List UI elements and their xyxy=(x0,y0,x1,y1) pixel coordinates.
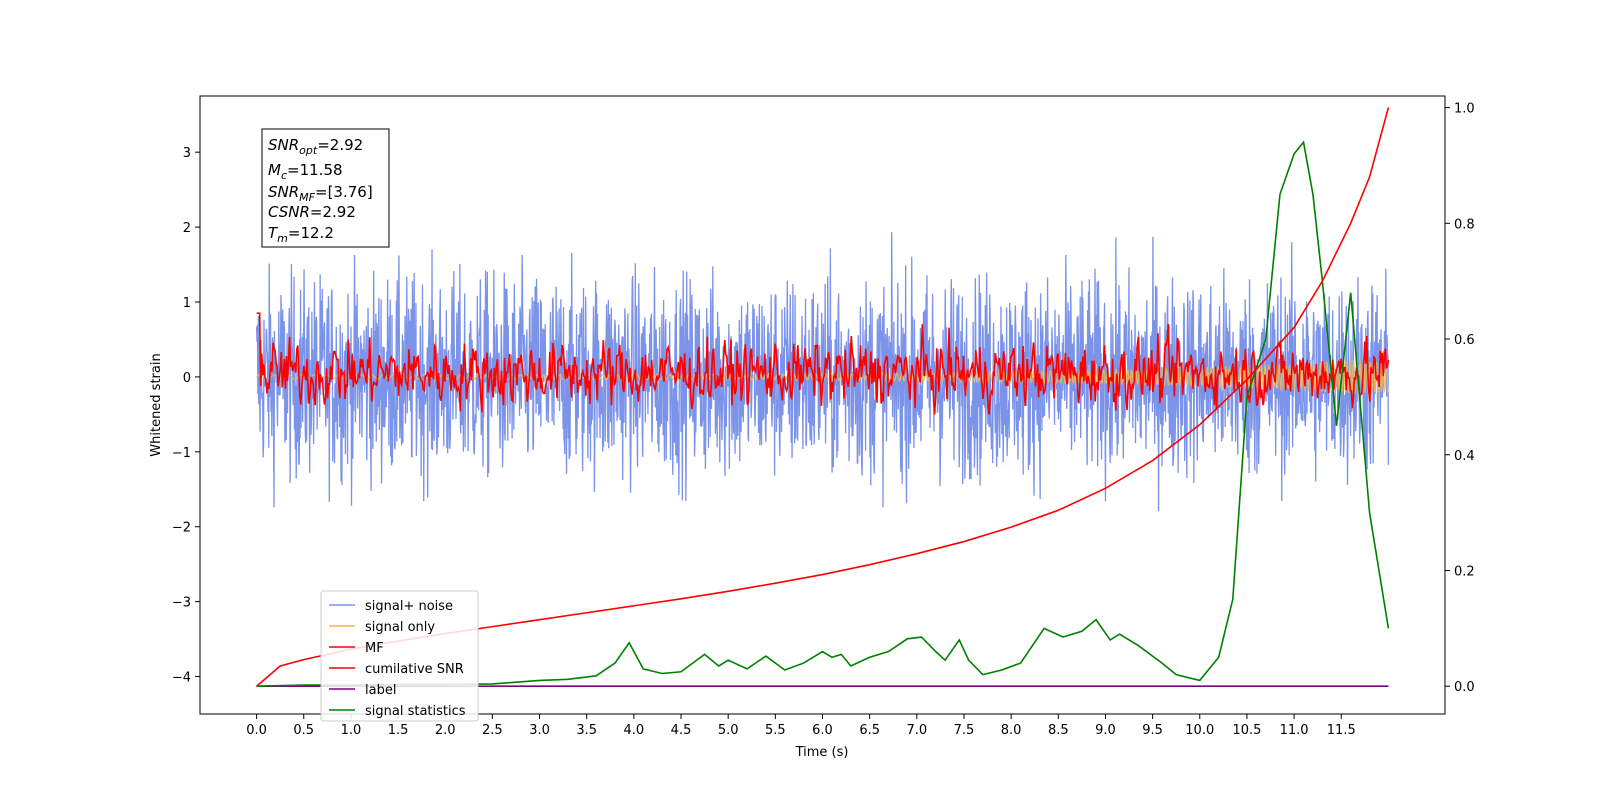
x-tick-label: 5.5 xyxy=(765,723,786,738)
y2-tick-label: 0.2 xyxy=(1454,564,1475,579)
stats-annotation-box: SNRopt=2.92 Mc=11.58 SNRMF=[3.76] CSNR=2… xyxy=(261,128,390,248)
y-tick-label: −3 xyxy=(172,596,191,611)
y-tick-label: 3 xyxy=(183,146,191,161)
legend-label-cumulative-snr: cumilative SNR xyxy=(365,662,464,677)
x-tick-label: 0.0 xyxy=(246,723,267,738)
x-tick-label: 8.5 xyxy=(1048,723,1069,738)
legend-item-signal-only: signal only xyxy=(329,620,435,635)
y-tick-label: −2 xyxy=(172,521,191,536)
x-tick-label: 6.5 xyxy=(859,723,880,738)
x-tick-label: 4.5 xyxy=(671,723,692,738)
series-signal-statistics xyxy=(256,140,1390,688)
x-tick-label: 2.0 xyxy=(435,723,456,738)
series-mf xyxy=(256,312,1390,415)
y2-tick-label: 1.0 xyxy=(1454,102,1475,117)
y2-tick-label: 0.8 xyxy=(1454,217,1475,232)
y-axis-right: 0.0 0.2 0.4 0.6 0.8 1.0 xyxy=(1445,102,1475,695)
x-tick-label: 10.0 xyxy=(1185,723,1214,738)
x-tick-label: 7.5 xyxy=(954,723,975,738)
x-tick-label: 10.5 xyxy=(1232,723,1261,738)
y-tick-label: 2 xyxy=(183,221,191,236)
x-axis: 0.0 0.5 1.0 1.5 2.0 2.5 3.0 3.5 4.0 4.5 5.0 5.5 6.0 6… xyxy=(246,714,1356,738)
x-tick-label: 11.5 xyxy=(1327,723,1356,738)
legend: signal+ noise signal only MF cumilative … xyxy=(320,590,479,722)
x-tick-label: 7.0 xyxy=(906,723,927,738)
annotation-snr-opt: SNRopt=2.92 xyxy=(268,136,363,157)
legend-label-signal-noise: signal+ noise xyxy=(365,599,453,614)
y-tick-label: 1 xyxy=(183,296,191,311)
legend-label-signal-statistics: signal statistics xyxy=(365,704,466,719)
x-tick-label: 9.5 xyxy=(1142,723,1163,738)
y-axis-label: Whitened strain xyxy=(149,353,164,456)
legend-item-signal-statistics: signal statistics xyxy=(329,704,466,719)
legend-label-signal-only: signal only xyxy=(365,620,435,635)
annotation-csnr: CSNR=2.92 xyxy=(268,203,356,221)
x-tick-label: 4.0 xyxy=(624,723,645,738)
y2-tick-label: 0.0 xyxy=(1454,680,1475,695)
x-tick-label: 1.5 xyxy=(388,723,409,738)
x-tick-label: 5.0 xyxy=(718,723,739,738)
annotation-tm: Tm=12.2 xyxy=(268,224,334,245)
x-tick-label: 3.0 xyxy=(529,723,550,738)
x-tick-label: 6.0 xyxy=(812,723,833,738)
annotation-snr-mf: SNRMF=[3.76] xyxy=(268,183,373,204)
y-tick-label: 0 xyxy=(183,371,191,386)
y-tick-label: −1 xyxy=(172,446,191,461)
y-tick-label: −4 xyxy=(172,671,191,686)
legend-label-label: label xyxy=(365,683,396,698)
x-tick-label: 11.0 xyxy=(1280,723,1309,738)
annotation-mc: Mc=11.58 xyxy=(268,161,343,182)
x-tick-label: 3.5 xyxy=(576,723,597,738)
legend-label-mf: MF xyxy=(365,641,384,656)
x-tick-label: 9.0 xyxy=(1095,723,1116,738)
legend-item-label: label xyxy=(329,683,396,698)
x-tick-label: 2.5 xyxy=(482,723,503,738)
legend-item-mf: MF xyxy=(329,641,384,656)
legend-item-signal-noise: signal+ noise xyxy=(329,599,453,614)
y2-tick-label: 0.4 xyxy=(1454,449,1475,464)
x-axis-label: Time (s) xyxy=(795,745,849,760)
x-tick-label: 1.0 xyxy=(341,723,362,738)
legend-item-cumulative-snr: cumilative SNR xyxy=(329,662,464,677)
y-axis-left: −4 −3 −2 −1 0 1 2 3 xyxy=(172,146,200,686)
y2-tick-label: 0.6 xyxy=(1454,333,1475,348)
x-tick-label: 8.0 xyxy=(1001,723,1022,738)
x-tick-label: 0.5 xyxy=(293,723,314,738)
